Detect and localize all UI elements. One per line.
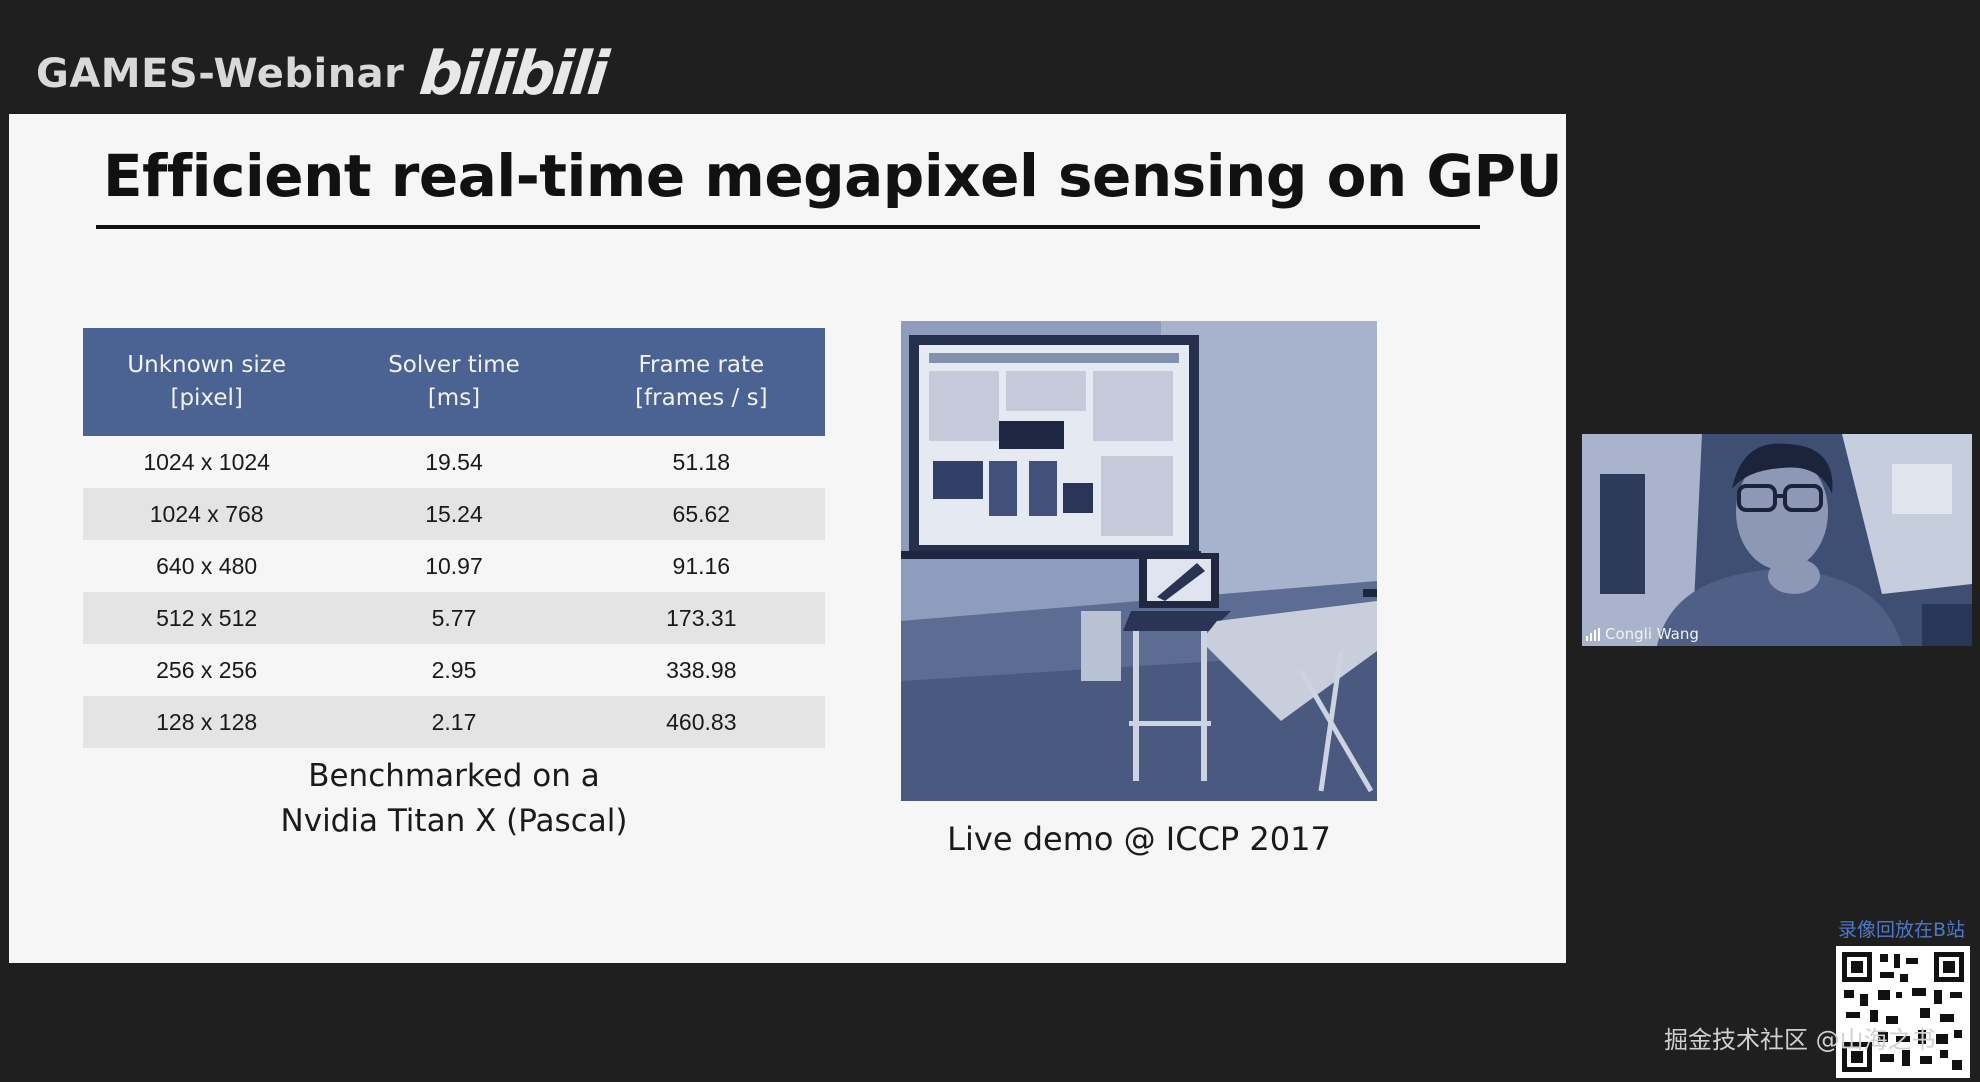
benchmark-caption-line-2: Nvidia Titan X (Pascal) xyxy=(280,803,628,839)
slide-title: Efficient real-time megapixel sensing on… xyxy=(103,142,1563,210)
live-demo-caption: Live demo @ ICCP 2017 xyxy=(947,820,1331,858)
cell-frame-rate: 91.16 xyxy=(672,552,731,579)
qr-code-pattern xyxy=(1836,946,1970,1078)
benchmark-caption: Benchmarked on a Nvidia Titan X (Pascal) xyxy=(83,754,825,844)
demo-photo-illustration xyxy=(901,321,1377,801)
qr-code-icon xyxy=(1836,946,1970,1078)
signal-strength-icon xyxy=(1586,627,1600,641)
table-row: 128 x 128 2.17 460.83 xyxy=(83,696,825,748)
cell-size: 1024 x 1024 xyxy=(143,448,270,475)
cell-size: 1024 x 768 xyxy=(149,500,264,527)
table-row: 640 x 480 10.97 91.16 xyxy=(83,540,825,592)
replay-notice: 录像回放在B站 xyxy=(1838,919,1966,941)
cell-size: 512 x 512 xyxy=(156,604,258,631)
cell-frame-rate: 338.98 xyxy=(666,656,737,683)
cell-size: 640 x 480 xyxy=(156,552,258,579)
cell-solver-time: 2.95 xyxy=(431,656,477,683)
benchmark-table: Unknown size [pixel] Solver time [ms] Fr… xyxy=(83,328,825,748)
cell-size: 128 x 128 xyxy=(156,708,258,735)
benchmark-caption-line-1: Benchmarked on a xyxy=(308,758,600,794)
cell-frame-rate: 65.62 xyxy=(672,500,731,527)
cell-solver-time: 10.97 xyxy=(425,552,483,579)
cell-frame-rate: 460.83 xyxy=(666,708,737,735)
table-row: 1024 x 768 15.24 65.62 xyxy=(83,488,825,540)
cell-frame-rate: 173.31 xyxy=(666,604,737,631)
cell-solver-time: 2.17 xyxy=(431,708,477,735)
table-header-row: Unknown size [pixel] Solver time [ms] Fr… xyxy=(83,328,825,436)
cell-solver-time: 19.54 xyxy=(425,448,483,475)
table-row: 256 x 256 2.95 338.98 xyxy=(83,644,825,696)
webcam-feed: Congli Wang xyxy=(1582,434,1972,646)
bilibili-logo-icon: bilibili xyxy=(416,39,610,109)
table-row: 1024 x 1024 19.54 51.18 xyxy=(83,436,825,488)
column-header-frame-rate: Frame rate [frames / s] xyxy=(577,328,825,436)
participant-name: Congli Wang xyxy=(1605,625,1699,643)
table-row: 512 x 512 5.77 173.31 xyxy=(83,592,825,644)
live-demo-photo xyxy=(901,321,1377,801)
title-underline xyxy=(96,225,1480,229)
watermark: 掘金技术社区 @山海之书 xyxy=(1664,1026,1936,1054)
cell-frame-rate: 51.18 xyxy=(672,448,731,475)
cell-solver-time: 5.77 xyxy=(431,604,477,631)
column-header-unknown-size: Unknown size [pixel] xyxy=(83,328,331,436)
brand-header: GAMES-Webinar bilibili xyxy=(36,38,610,110)
column-header-solver-time: Solver time [ms] xyxy=(330,328,578,436)
webcam-name-label: Congli Wang xyxy=(1586,625,1699,643)
slide: Efficient real-time megapixel sensing on… xyxy=(9,114,1566,963)
cell-solver-time: 15.24 xyxy=(425,500,483,527)
speaker-video-frame xyxy=(1582,434,1972,646)
brand-title: GAMES-Webinar xyxy=(36,51,405,97)
cell-size: 256 x 256 xyxy=(156,656,258,683)
